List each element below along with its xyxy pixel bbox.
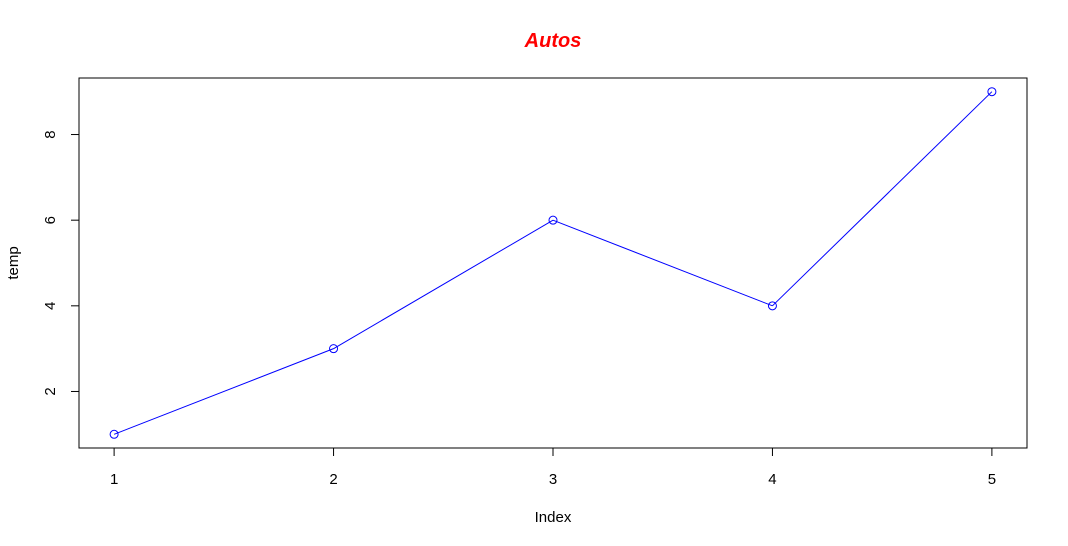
y-tick-label: 6 bbox=[42, 216, 59, 224]
series-line-segment bbox=[772, 91, 993, 307]
series-line-segment bbox=[113, 348, 334, 435]
data-point bbox=[329, 344, 339, 354]
series-line-segment bbox=[333, 219, 554, 350]
x-tick-label: 2 bbox=[329, 471, 337, 488]
x-tick-label: 4 bbox=[768, 471, 776, 488]
data-point bbox=[987, 87, 997, 97]
x-tick-label: 1 bbox=[110, 471, 118, 488]
data-point bbox=[767, 301, 777, 311]
series-layer bbox=[109, 87, 997, 439]
x-tick-label: 5 bbox=[988, 471, 996, 488]
y-axis: 2 4 6 8 bbox=[42, 130, 80, 396]
y-axis-label: temp bbox=[5, 246, 22, 279]
x-tick-label: 3 bbox=[549, 471, 557, 488]
y-tick-label: 2 bbox=[42, 387, 59, 395]
y-tick-label: 8 bbox=[42, 130, 59, 138]
x-axis-label: Index bbox=[535, 509, 572, 526]
x-axis: 1 2 3 4 5 bbox=[110, 447, 996, 488]
chart-title: Autos bbox=[524, 30, 582, 52]
data-point bbox=[548, 215, 558, 225]
y-tick-label: 4 bbox=[42, 302, 59, 310]
data-point bbox=[109, 429, 119, 439]
series-line-segment bbox=[552, 219, 773, 307]
